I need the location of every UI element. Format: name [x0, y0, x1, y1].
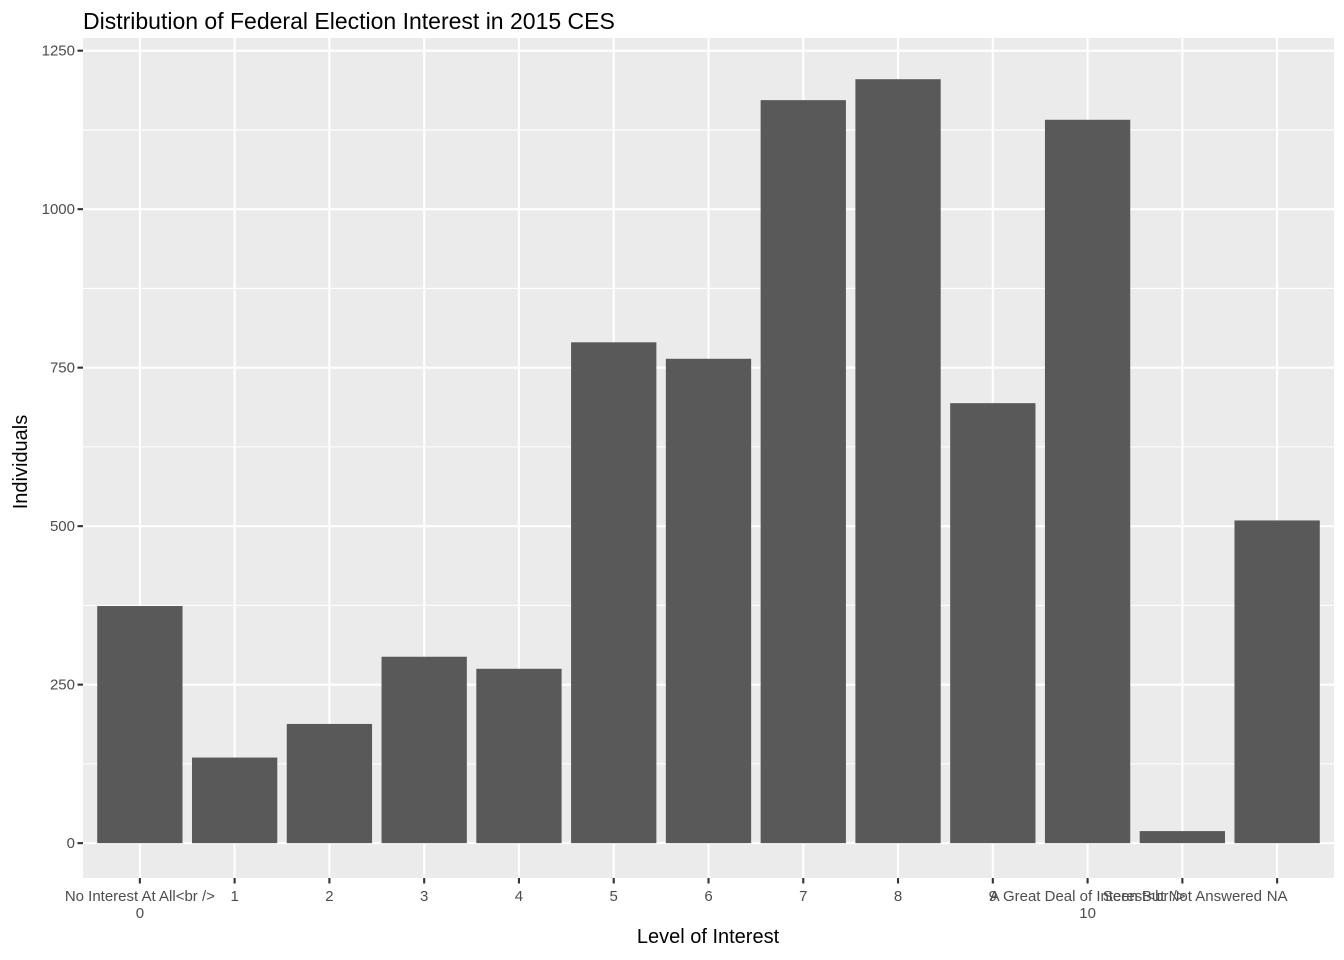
bar [571, 342, 657, 844]
y-tick-label: 1000 [42, 201, 75, 218]
x-axis-title: Level of Interest [637, 926, 780, 948]
y-tick-label: 750 [50, 360, 75, 377]
y-tick-label: 0 [67, 835, 75, 852]
x-tick-label: 1 [230, 888, 238, 905]
y-tick-label: 250 [50, 677, 75, 694]
bars [97, 79, 1320, 844]
x-tick-label: 8 [894, 888, 902, 905]
y-axis: 0 250 500 750 1000 1250 [42, 43, 83, 852]
bar [476, 668, 562, 844]
y-axis-title: Individuals [10, 415, 32, 510]
y-tick-label: 1250 [42, 43, 75, 60]
x-axis: No Interest At All<br />0 1 2 3 4 5 6 7 8 9A Grea… [65, 878, 1288, 922]
bar [381, 656, 467, 844]
bar [286, 723, 373, 844]
x-tick-label: 6 [704, 888, 712, 905]
x-tick-label: 4 [515, 888, 523, 905]
chart-title: Distribution of Federal Election Interes… [83, 8, 615, 34]
x-tick-label: 5 [610, 888, 618, 905]
bar [1139, 831, 1226, 844]
bar [760, 100, 846, 844]
x-tick-label: Seen But Not Answered [1103, 888, 1262, 905]
bar [1044, 119, 1131, 844]
x-tick-label: NA [1267, 888, 1288, 905]
x-tick-label: 7 [799, 888, 807, 905]
bar [1234, 520, 1320, 844]
x-tick-label: 9 [989, 888, 997, 905]
bar [950, 403, 1036, 844]
x-tick-label: 0 [136, 905, 144, 922]
x-tick-label: 10 [1079, 905, 1096, 922]
x-tick-label: 3 [420, 888, 428, 905]
x-tick-label: 2 [325, 888, 333, 905]
bar [191, 757, 278, 844]
bar [97, 606, 183, 844]
x-tick-label: A Great Deal of Interest<br /> [990, 888, 1186, 905]
y-tick-label: 500 [50, 518, 75, 535]
bar [855, 79, 941, 844]
x-tick-label: No Interest At All<br /> [65, 888, 215, 905]
bar [665, 358, 752, 844]
